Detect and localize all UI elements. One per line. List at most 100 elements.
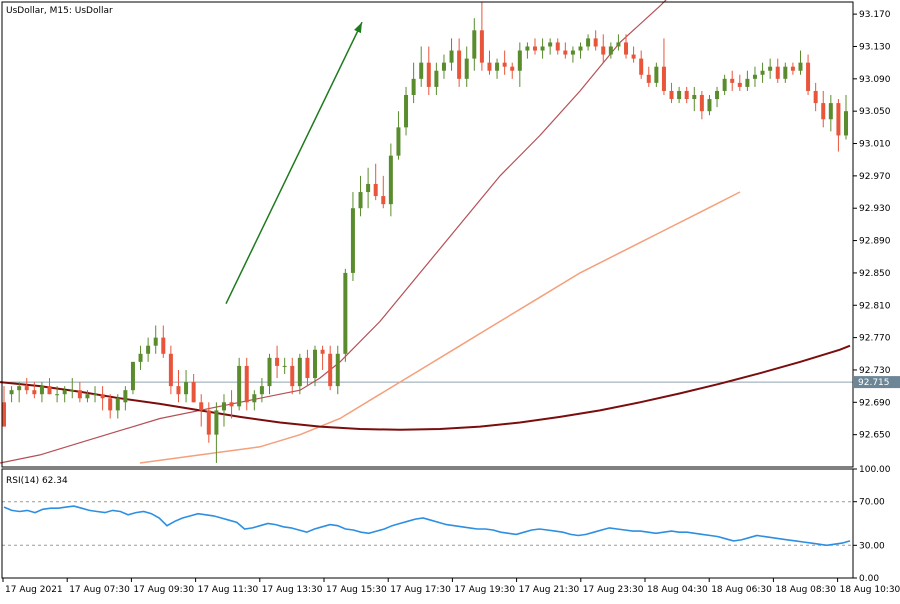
candle-body xyxy=(184,382,189,395)
candle-body xyxy=(836,103,841,136)
candle-body xyxy=(373,183,378,197)
candle-body xyxy=(297,357,302,387)
candle-body xyxy=(783,66,788,79)
candle-body xyxy=(464,58,469,79)
candle-body xyxy=(540,46,545,51)
chart-title: UsDollar, M15: UsDollar xyxy=(6,6,113,16)
candle-body xyxy=(699,95,704,112)
x-tick-label: 17 Aug 11:30 xyxy=(198,585,259,595)
candle-body xyxy=(768,66,773,71)
candle-body xyxy=(9,390,14,395)
rsi-y-tick-label: 0.00 xyxy=(859,574,879,584)
x-tick-label: 18 Aug 08:30 xyxy=(775,585,836,595)
candle-body xyxy=(639,58,644,75)
candle-body xyxy=(457,50,462,79)
candle-body xyxy=(631,54,636,59)
y-tick-label: 93.090 xyxy=(859,75,891,85)
candle-body xyxy=(737,82,742,87)
x-tick-label: 17 Aug 23:30 xyxy=(583,585,644,595)
y-tick-label: 92.810 xyxy=(859,301,891,311)
candle-body xyxy=(578,46,583,51)
candle-body xyxy=(555,42,560,51)
y-tick-label: 92.850 xyxy=(859,269,891,279)
y-tick-label: 93.010 xyxy=(859,140,891,150)
candle-body xyxy=(221,402,226,411)
y-tick-label: 92.890 xyxy=(859,237,891,247)
candle-body xyxy=(760,70,765,75)
y-tick-label: 92.930 xyxy=(859,204,891,214)
x-tick-label: 17 Aug 13:30 xyxy=(262,585,323,595)
trend-arrow-head xyxy=(354,22,362,34)
rsi-plot-frame xyxy=(1,468,854,579)
candle-body xyxy=(93,394,98,396)
candle-body xyxy=(100,394,105,399)
y-tick-label: 93.170 xyxy=(859,10,891,20)
candle-body xyxy=(722,78,727,91)
candle-body xyxy=(108,398,113,411)
candle-body xyxy=(335,353,340,387)
x-tick-label: 17 Aug 21:30 xyxy=(519,585,580,595)
candle-body xyxy=(715,90,720,100)
candle-body xyxy=(616,42,621,47)
candle-body xyxy=(495,62,500,71)
candle-body xyxy=(39,386,44,395)
candle-body xyxy=(479,30,484,63)
x-tick-label: 17 Aug 09:30 xyxy=(133,585,194,595)
y-tick-label: 93.050 xyxy=(859,107,891,117)
candle-body xyxy=(70,390,75,392)
candle-body xyxy=(563,50,568,55)
candle-body xyxy=(85,394,90,399)
x-tick-label: 18 Aug 04:30 xyxy=(647,585,708,595)
candle-body xyxy=(343,272,348,354)
candle-body xyxy=(2,402,6,427)
candle-body xyxy=(661,66,666,91)
candle-body xyxy=(532,46,537,51)
candle-body xyxy=(244,365,249,403)
trend-arrow-line xyxy=(225,21,363,304)
candle-body xyxy=(517,50,522,71)
candle-body xyxy=(320,349,325,354)
candle-body xyxy=(123,390,128,403)
candle-body xyxy=(677,90,682,100)
candle-body xyxy=(350,208,355,273)
candle-body xyxy=(130,361,135,391)
candle-body xyxy=(510,66,515,71)
candle-body xyxy=(646,74,651,83)
last-price-tag xyxy=(854,376,900,389)
y-tick-label: 93.130 xyxy=(859,42,891,52)
candle-body xyxy=(730,78,735,83)
x-tick-label: 17 Aug 15:30 xyxy=(326,585,387,595)
candle-body xyxy=(548,42,553,47)
candle-body xyxy=(77,390,82,399)
ma-mid-line xyxy=(139,191,741,464)
rsi-line xyxy=(3,505,851,547)
candle-body xyxy=(290,365,295,387)
candle-body xyxy=(601,46,606,55)
candle-body xyxy=(191,382,196,403)
candle-body xyxy=(593,38,598,47)
candle-body xyxy=(608,46,613,55)
x-tick-label: 18 Aug 06:30 xyxy=(711,585,772,595)
x-tick-label: 18 Aug 10:30 xyxy=(840,585,900,595)
rsi-y-tick-label: 30.00 xyxy=(859,541,885,551)
candle-body xyxy=(176,386,181,395)
candle-body xyxy=(419,62,424,79)
candle-body xyxy=(259,386,264,395)
candle-body xyxy=(62,390,67,395)
rsi-y-tick-label: 70.00 xyxy=(859,498,885,508)
candle-body xyxy=(168,353,173,387)
candles-layer xyxy=(2,2,848,463)
y-tick-label: 92.770 xyxy=(859,334,891,344)
rsi-title: RSI(14) 62.34 xyxy=(6,476,68,486)
candle-body xyxy=(328,353,333,387)
candle-body xyxy=(252,394,257,403)
candle-body xyxy=(502,62,507,67)
x-tick-label: 17 Aug 17:30 xyxy=(390,585,451,595)
candle-body xyxy=(752,74,757,79)
candle-body xyxy=(790,66,795,71)
candle-body xyxy=(161,337,166,354)
candle-body xyxy=(487,62,492,71)
